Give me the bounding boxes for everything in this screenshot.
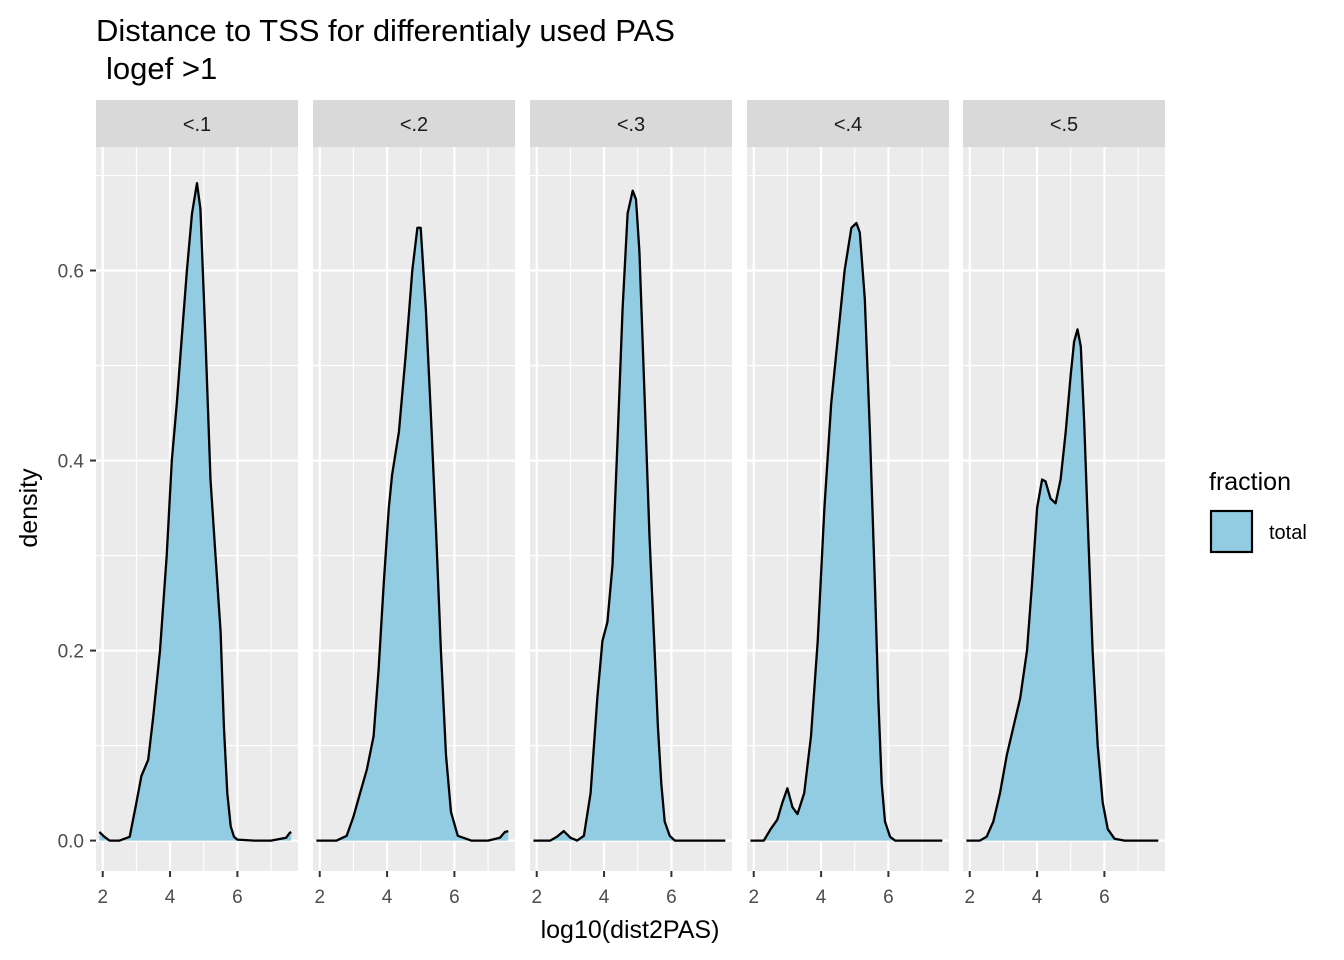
density-area [99,183,292,841]
x-tick-label: 4 [816,887,827,908]
x-tick-label: 4 [165,887,176,908]
x-axis-title: log10(dist2PAS) [541,916,720,944]
density-area [533,190,726,841]
density-area [316,227,509,841]
legend-title: fraction [1209,468,1291,496]
facet-strip-label: <.4 [834,114,862,136]
chart-subtitle: logef >1 [106,51,217,86]
y-tick-label: 0.2 [58,642,84,663]
x-tick-label: 2 [964,887,975,908]
y-tick-label: 0.6 [58,262,84,283]
y-axis: 0.0 0.2 0.4 0.6 [58,262,96,853]
chart-title: Distance to TSS for differentialy used P… [96,13,675,48]
x-tick-label: 4 [382,887,393,908]
x-tick-label: 6 [232,887,243,908]
facet-panel: <.1 2 4 6 [96,100,298,908]
facet-panel: <.5 2 4 6 [963,100,1165,908]
x-tick-label: 4 [1032,887,1043,908]
facet-strip [747,100,949,147]
facet-strip [530,100,732,147]
density-line [316,226,509,842]
density-area [966,329,1159,841]
legend: fraction total [1209,468,1307,554]
legend-label-total: total [1269,522,1307,544]
facet-panel: <.3 2 4 6 [530,100,732,908]
facet-panel: <.2 2 4 6 [313,100,515,908]
y-axis-title: density [15,468,43,548]
x-tick-label: 4 [599,887,610,908]
y-tick-label: 0.0 [58,832,84,853]
density-line [750,221,943,842]
x-tick-label: 2 [531,887,542,908]
facet-strip-label: <.2 [400,114,428,136]
x-tick-label: 6 [883,887,894,908]
x-tick-label: 2 [97,887,108,908]
x-tick-label: 2 [314,887,325,908]
density-line [966,328,1159,842]
facet-strip [313,100,515,147]
density-line [533,189,726,842]
x-tick-label: 6 [666,887,677,908]
facet-panels: <.1 2 4 6 <.2 2 4 6 <.3 2 4 6 <.4 2 4 6 <.5 2 4 6 [96,100,1165,908]
legend-key-total [1209,509,1254,554]
y-tick-label: 0.4 [58,452,85,473]
facet-strip [96,100,298,147]
facet-panel: <.4 2 4 6 [747,100,949,908]
x-tick-label: 6 [1099,887,1110,908]
facet-strip [963,100,1165,147]
x-tick-label: 6 [449,887,460,908]
facet-strip-label: <.3 [617,114,645,136]
facet-strip-label: <.5 [1050,114,1078,136]
facet-strip-label: <.1 [183,114,211,136]
density-area [750,223,943,841]
density-line [98,181,292,842]
x-tick-label: 2 [748,887,759,908]
